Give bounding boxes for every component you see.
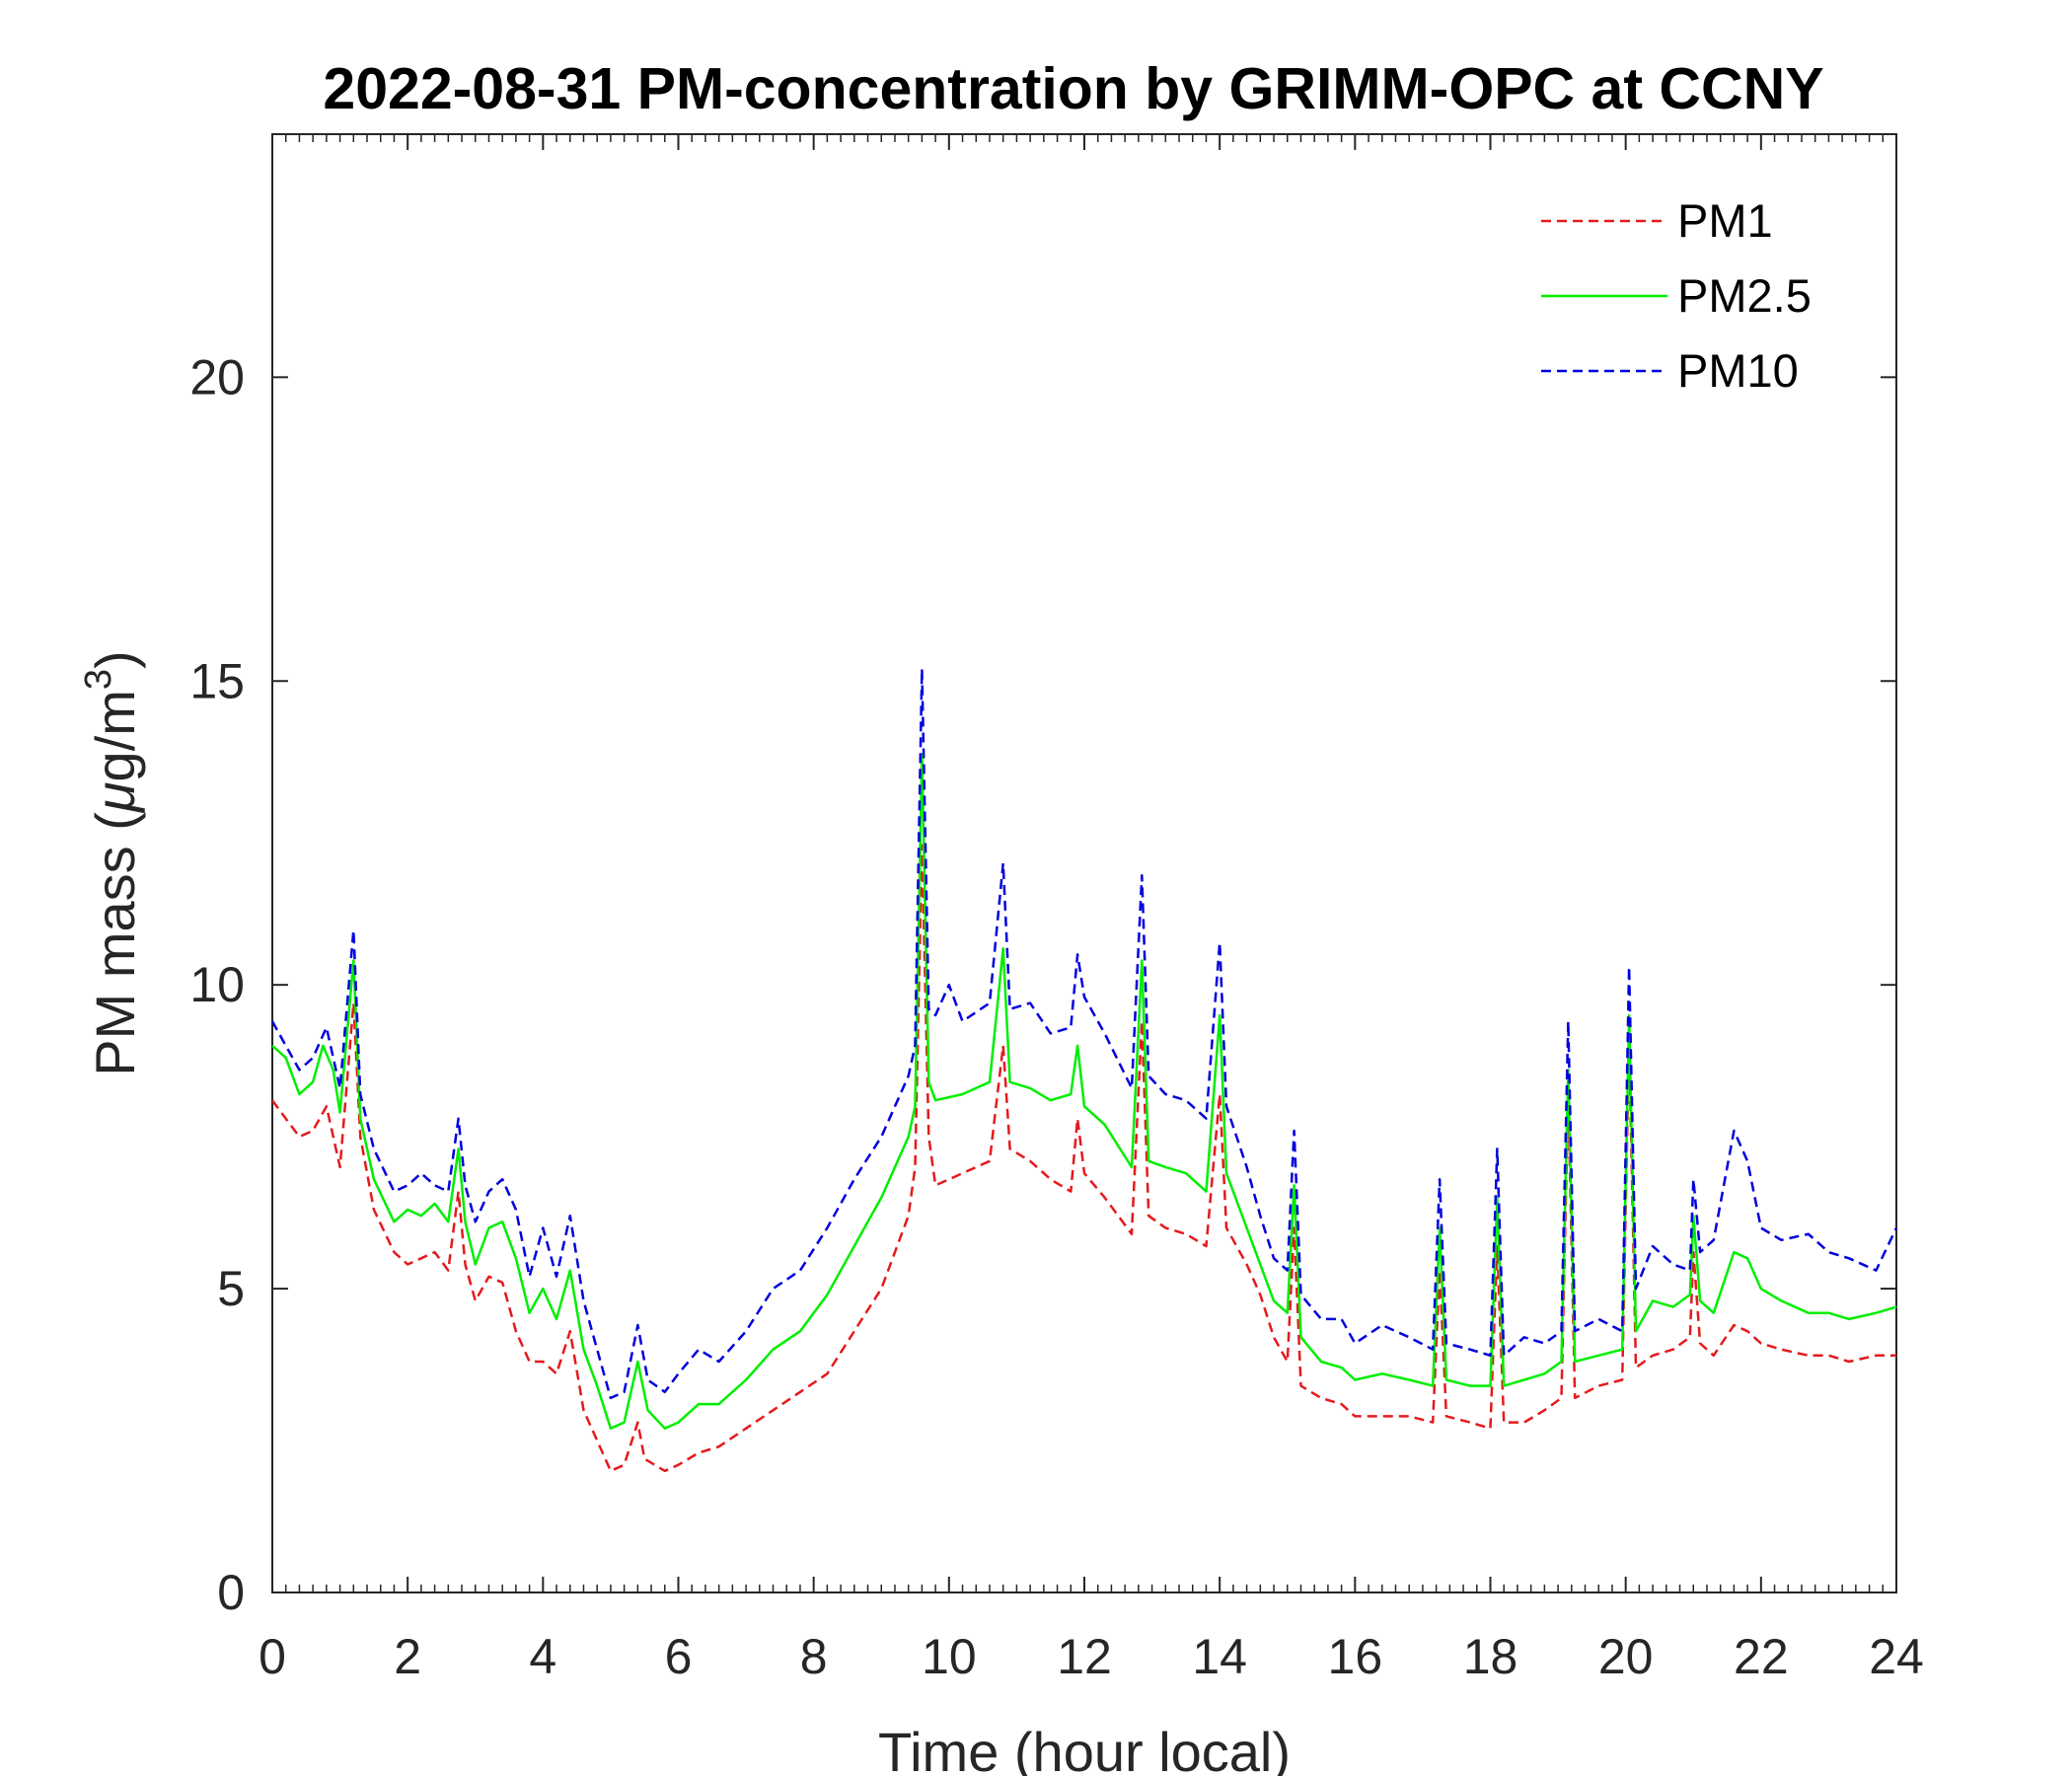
x-tick-label: 2 — [394, 1629, 421, 1684]
x-tick-label: 6 — [665, 1629, 693, 1684]
x-tick-label: 24 — [1869, 1629, 1924, 1684]
minor-ticks — [284, 134, 1885, 1592]
x-axis-label: Time (hour local) — [878, 1721, 1291, 1776]
x-tick-label: 4 — [529, 1629, 556, 1684]
y-axis-label-mu: μ — [84, 781, 146, 814]
y-tick-label: 0 — [217, 1565, 245, 1620]
x-tick-label: 18 — [1463, 1629, 1518, 1684]
x-tick-label: 20 — [1598, 1629, 1654, 1684]
y-tick-label: 5 — [217, 1261, 245, 1316]
y-tick-label: 15 — [189, 653, 245, 708]
x-tick-label: 0 — [259, 1629, 286, 1684]
x-tick-label: 22 — [1734, 1629, 1789, 1684]
x-tick-labels: 0 2 4 6 8 10 12 14 16 18 20 22 24 — [259, 1629, 1924, 1684]
x-tick-label: 16 — [1328, 1629, 1383, 1684]
y-tick-label: 10 — [189, 957, 245, 1012]
x-tick-label: 12 — [1057, 1629, 1112, 1684]
x-tick-label: 10 — [922, 1629, 977, 1684]
series-pm10-line — [270, 667, 1898, 1400]
x-tick-label: 8 — [800, 1629, 828, 1684]
legend: PM1 PM2.5 PM10 — [1541, 194, 1812, 397]
y-tick-labels: 0 5 10 15 20 — [189, 349, 245, 1620]
legend-label-pm1: PM1 — [1677, 194, 1773, 247]
y-axis-label-exponent: 3 — [78, 669, 119, 690]
y-axis-label: PM mass (μg/m3) — [78, 650, 146, 1075]
legend-label-pm25: PM2.5 — [1677, 269, 1812, 322]
series-pm1-line — [270, 844, 1896, 1473]
series-layer — [270, 667, 1898, 1473]
x-tick-label: 14 — [1192, 1629, 1247, 1684]
major-ticks — [271, 134, 1897, 1593]
legend-label-pm10: PM10 — [1677, 344, 1799, 397]
series-pm25-line — [271, 752, 1897, 1430]
y-tick-label: 20 — [189, 349, 245, 405]
chart-title: 2022-08-31 PM-concentration by GRIMM-OPC… — [323, 56, 1823, 121]
